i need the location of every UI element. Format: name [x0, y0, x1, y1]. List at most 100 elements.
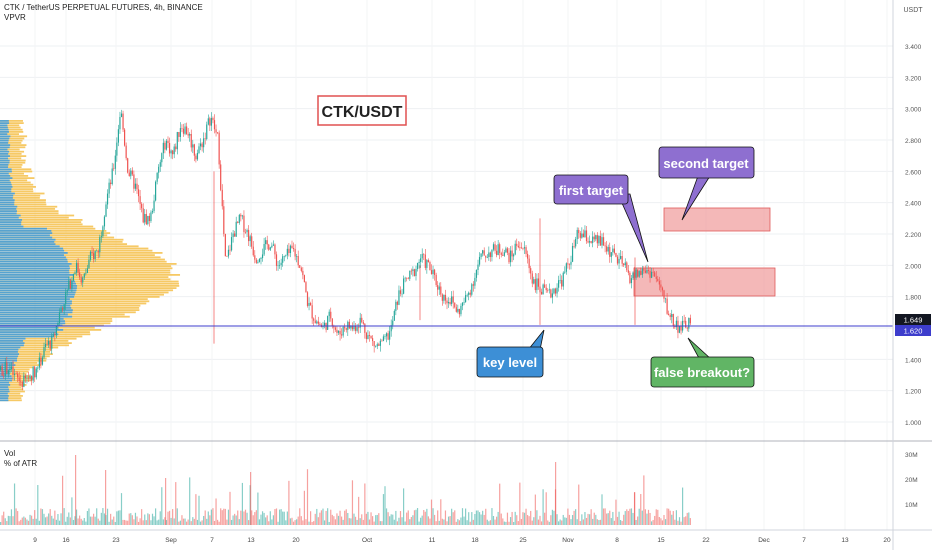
volume-bar: [685, 516, 687, 525]
indicator-label[interactable]: VPVR: [4, 13, 26, 22]
vp-bar-value: [0, 392, 8, 395]
candle-body: [255, 259, 257, 263]
volume-bar: [83, 518, 85, 525]
volume-bar: [37, 485, 39, 525]
candle-body: [218, 132, 220, 165]
candle-body: [10, 366, 13, 370]
candle-body: [506, 248, 509, 253]
volume-bar: [229, 491, 231, 525]
candle-body: [536, 278, 538, 291]
candle-body: [336, 329, 338, 333]
volume-bar: [282, 511, 284, 525]
candle-body: [643, 268, 645, 271]
volume-bar: [24, 517, 26, 525]
currency-label: USDT: [903, 7, 923, 14]
time-tick-label: 18: [471, 537, 479, 544]
candle-body: [472, 284, 474, 286]
volume-axis: 30M 20M 10M: [905, 452, 918, 509]
vp-bar-value: [0, 355, 19, 358]
candle-body: [499, 244, 501, 253]
volume-bar: [179, 520, 181, 525]
vp-bar: [0, 128, 23, 131]
vp-bar: [0, 260, 167, 263]
volume-bar: [595, 514, 597, 525]
volume-bar: [241, 482, 243, 525]
volume-bar: [485, 508, 487, 525]
volume-bar: [658, 517, 660, 525]
volume-bar: [167, 511, 169, 525]
candle-body: [18, 377, 20, 382]
volume-bar: [444, 510, 447, 525]
candle-body: [221, 189, 223, 207]
candle-body: [372, 338, 374, 342]
volume-bar: [63, 508, 65, 525]
volume-bar: [390, 514, 392, 525]
candle-body: [120, 113, 123, 117]
candle-body: [289, 245, 292, 254]
candle-body: [155, 181, 157, 201]
vp-bar: [0, 285, 180, 287]
second-target-callout[interactable]: second target: [658, 146, 755, 221]
volume-bar: [248, 520, 250, 525]
volume-bar: [17, 511, 19, 525]
volume-bar: [582, 519, 584, 525]
volume-bar: [223, 508, 225, 525]
vp-bar-value: [0, 247, 64, 250]
volume-label[interactable]: Vol: [4, 449, 16, 458]
candle-body: [604, 245, 606, 247]
vp-bar-value: [0, 135, 11, 138]
candle-body: [516, 243, 518, 246]
time-axis[interactable]: 9 16 23 Sep 7 13 20 Oct 11 18 25 Nov 8 15 22 Dec 7 13 20: [33, 537, 891, 544]
candle-body: [243, 215, 245, 233]
time-tick-label: 23: [112, 537, 120, 544]
volume-bar: [234, 513, 236, 525]
volume-bar: [66, 516, 68, 525]
candle-body: [29, 375, 31, 379]
volume-bar: [396, 521, 398, 525]
candle-body: [409, 270, 411, 279]
volume-bar: [9, 516, 11, 525]
candle-body: [396, 301, 398, 305]
volume-bar: [184, 518, 186, 525]
candle-body: [117, 129, 119, 143]
volume-bar: [660, 518, 662, 525]
price-axis[interactable]: 3.400 3.200 3.000 2.800 2.600 2.400 2.200 2.000…: [905, 44, 922, 427]
candle-body: [260, 258, 262, 260]
candle-body: [482, 250, 484, 254]
volume-bar: [641, 510, 643, 525]
vp-bar-value: [0, 128, 9, 131]
candle-body: [424, 254, 426, 268]
candle-body: [581, 233, 583, 238]
volume-bar: [668, 508, 670, 525]
pair-label[interactable]: CTK/USDT: [317, 95, 407, 126]
candle-body: [579, 233, 581, 238]
volume-bar: [172, 509, 174, 525]
vp-bar-value: [0, 164, 9, 166]
chart-title[interactable]: CTK / TetherUS PERPETUAL FUTURES, 4h, BI…: [4, 3, 203, 12]
volume-bar: [556, 514, 558, 525]
volume-bar: [461, 508, 464, 525]
candle-body: [209, 118, 211, 126]
candle-body: [24, 375, 26, 379]
volume-bar: [465, 508, 467, 525]
candle-body: [35, 368, 37, 378]
first-target-callout[interactable]: first target: [553, 174, 649, 263]
volume-bar: [384, 486, 386, 525]
candle-body: [358, 327, 360, 328]
atr-label[interactable]: % of ATR: [4, 459, 38, 468]
volume-bar: [1, 515, 3, 525]
price-tick-label: 1.800: [905, 295, 922, 302]
key-level-callout[interactable]: key level: [476, 329, 545, 378]
false-breakout-callout[interactable]: false breakout?: [650, 337, 755, 388]
volume-bar: [328, 521, 330, 525]
candle-body: [306, 292, 309, 306]
vp-bar: [0, 274, 181, 276]
volume-bar: [105, 470, 107, 525]
volume-bar: [161, 487, 163, 525]
candle-body: [26, 377, 28, 379]
time-tick-label: 7: [210, 537, 214, 544]
vp-bar-value: [0, 252, 68, 254]
vp-bar: [0, 243, 128, 245]
volume-bar: [478, 512, 481, 525]
